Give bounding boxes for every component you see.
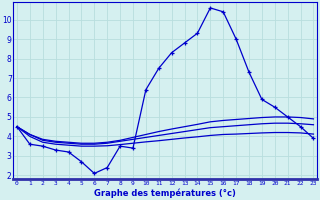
X-axis label: Graphe des températures (°c): Graphe des températures (°c) (94, 188, 236, 198)
